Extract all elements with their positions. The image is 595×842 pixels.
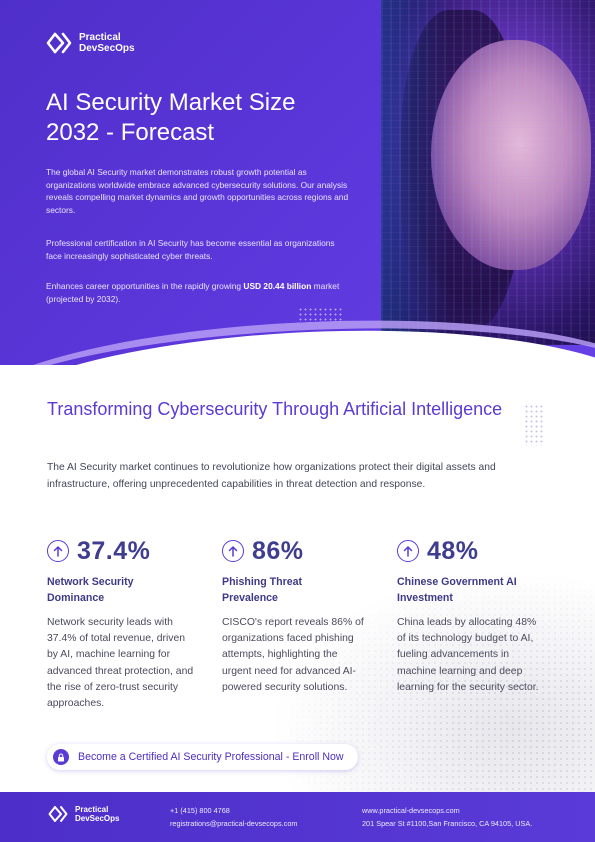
hero-paragraph-3: Enhances career opportunities in the rap…: [46, 280, 351, 305]
footer-logo[interactable]: Practical DevSecOps: [48, 805, 119, 823]
enroll-button[interactable]: Become a Certified AI Security Professio…: [47, 744, 358, 770]
brand-logo[interactable]: Practical DevSecOps: [46, 32, 135, 54]
stat-description: CISCO's report reveals 86% of organizati…: [222, 617, 364, 693]
market-size-highlight: USD 20.44 billion: [243, 281, 312, 291]
brand-line2: DevSecOps: [79, 43, 135, 54]
brand-name: Practical DevSecOps: [79, 32, 135, 54]
brand-line1: Practical: [79, 32, 121, 43]
stat-title: Phishing Threat Prevalence: [222, 576, 303, 604]
address: 201 Spear St #1100,San Francisco, CA 941…: [362, 818, 533, 828]
page-title: AI Security Market Size 2032 - Forecast: [46, 88, 366, 148]
section-description: The AI Security market continues to revo…: [47, 462, 496, 490]
dot-pattern-2: [524, 404, 544, 446]
dot-pattern: [298, 307, 342, 321]
title-line2: 2032 - Forecast: [46, 119, 215, 146]
location-info: www.practical-devsecops.com 201 Spear St…: [362, 805, 532, 830]
stat-description: China leads by allocating 48% of its tec…: [397, 617, 539, 693]
website-link[interactable]: www.practical-devsecops.com: [362, 806, 460, 815]
hero-banner: Practical DevSecOps AI Security Market S…: [0, 0, 595, 365]
arrow-up-circle-icon: [397, 540, 419, 562]
title-line1: AI Security Market Size: [46, 89, 296, 116]
stat-china-investment: 48% Chinese Government AI Investment Chi…: [397, 536, 547, 696]
logo-icon: [48, 806, 68, 822]
lock-icon: [53, 749, 69, 765]
footer-brand-line2: DevSecOps: [75, 814, 120, 823]
stat-title: Chinese Government AI Investment: [397, 576, 517, 604]
stat-value: 48%: [427, 536, 479, 565]
hero-image: [381, 0, 595, 345]
logo-icon: [46, 32, 72, 54]
enroll-button-label: Become a Certified AI Security Professio…: [78, 751, 344, 763]
stat-title: Network Security Dominance: [47, 576, 134, 604]
section-title: Transforming Cybersecurity Through Artif…: [47, 399, 503, 419]
email-link[interactable]: registrations@practical-devsecops.com: [170, 818, 298, 828]
contact-info: +1 (415) 800 4768 registrations@practica…: [170, 805, 297, 830]
arrow-up-circle-icon: [222, 540, 244, 562]
footer-brand-line1: Practical: [75, 805, 109, 814]
hero-paragraph-3-prefix: Enhances career opportunities in the rap…: [46, 281, 244, 291]
stat-description: Network security leads with 37.4% of tot…: [47, 617, 194, 710]
phone-number[interactable]: +1 (415) 800 4768: [170, 806, 230, 815]
arrow-up-circle-icon: [47, 540, 69, 562]
hero-paragraph-3-suffix: market (projected by 2032).: [46, 281, 340, 304]
footer: Practical DevSecOps +1 (415) 800 4768 re…: [0, 792, 595, 842]
stat-network-security: 37.4% Network Security Dominance Network…: [47, 536, 197, 712]
hero-paragraph-1: The global AI Security market demonstrat…: [46, 167, 349, 215]
stat-value: 37.4%: [77, 536, 151, 565]
hero-paragraph-2: Professional certification in AI Securit…: [46, 238, 335, 261]
stat-value: 86%: [252, 536, 304, 565]
stat-phishing: 86% Phishing Threat Prevalence CISCO's r…: [222, 536, 372, 696]
footer-brand-name: Practical DevSecOps: [75, 805, 119, 823]
